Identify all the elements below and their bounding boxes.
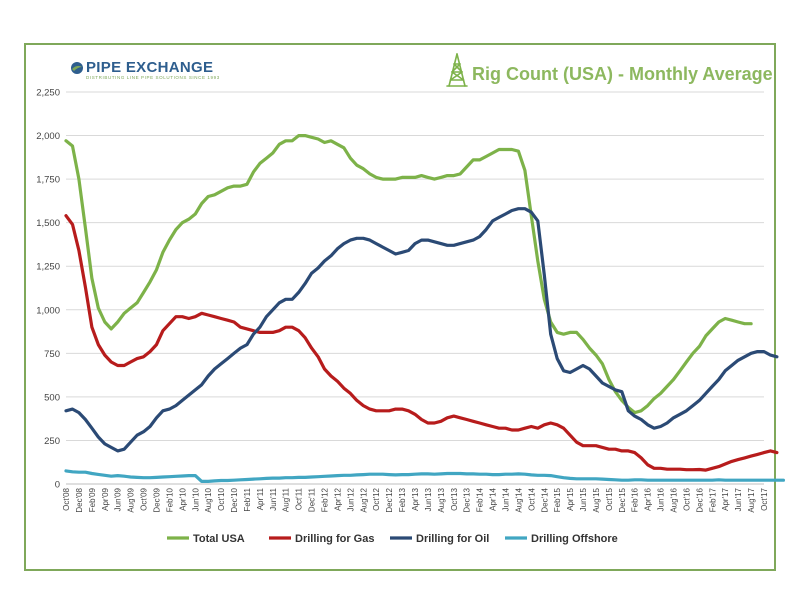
- x-tick-label: Apr'13: [411, 487, 420, 510]
- x-tick-label: Dec'12: [385, 487, 394, 512]
- x-tick-label: Oct'13: [450, 487, 459, 510]
- brand-name: PIPE EXCHANGE: [86, 59, 214, 76]
- x-tick-label: Dec'09: [152, 487, 161, 512]
- x-tick-label: Apr'14: [489, 487, 498, 510]
- x-tick-label: Dec'15: [618, 487, 627, 512]
- x-tick-label: Aug'14: [514, 487, 523, 512]
- x-tick-label: Aug'16: [670, 487, 679, 512]
- legend-item: Total USA: [167, 533, 245, 545]
- y-tick-label: 250: [44, 436, 60, 447]
- series-line-total-usa: [64, 134, 753, 415]
- x-tick-label: Oct'10: [217, 487, 226, 510]
- x-tick-label: Feb'14: [476, 487, 485, 512]
- x-tick-label: Apr'17: [721, 487, 730, 510]
- legend-label: Total USA: [193, 533, 245, 545]
- y-tick-label: 1,500: [36, 218, 60, 229]
- chart-title: Rig Count (USA) - Monthly Average: [472, 64, 773, 84]
- oil-rig-icon: [446, 53, 468, 87]
- y-axis: 0 250 500 750 1,000 1,250 1,500 1,750 2,000 2,250: [36, 88, 60, 491]
- x-tick-label: Oct'15: [605, 487, 614, 510]
- brand-logo: PIPE EXCHANGE DISTRIBUTING LINE PIPE SOL…: [70, 59, 220, 80]
- y-tick-label: 2,000: [36, 131, 60, 142]
- x-tick-label: Dec'08: [75, 487, 84, 512]
- x-tick-label: Oct'17: [760, 487, 769, 510]
- x-tick-label: Feb'17: [708, 487, 717, 512]
- x-tick-label: Feb'13: [398, 487, 407, 512]
- series-line-drilling-for-oil: [64, 207, 779, 453]
- x-tick-label: Aug'12: [359, 487, 368, 512]
- x-tick-label: Oct'16: [682, 487, 691, 510]
- x-tick-label: Oct'09: [140, 487, 149, 510]
- y-tick-label: 1,000: [36, 305, 60, 316]
- y-tick-label: 1,250: [36, 262, 60, 273]
- x-tick-label: Aug'11: [282, 487, 291, 512]
- x-tick-label: Feb'15: [553, 487, 562, 512]
- x-tick-label: Jun'15: [579, 487, 588, 511]
- x-tick-label: Jun'14: [501, 487, 510, 511]
- chart-frame: [24, 43, 776, 571]
- legend-label: Drilling for Oil: [416, 533, 489, 545]
- x-tick-label: Jun'16: [657, 487, 666, 511]
- y-tick-label: 1,750: [36, 175, 60, 186]
- x-tick-label: Jun'12: [346, 487, 355, 511]
- x-tick-label: Oct'11: [295, 487, 304, 510]
- x-tick-label: Oct'08: [62, 487, 71, 510]
- series-lines: [64, 134, 786, 483]
- series-line-drilling-for-gas: [64, 214, 779, 472]
- x-tick-label: Feb'09: [88, 487, 97, 512]
- y-tick-label: 2,250: [36, 88, 60, 99]
- x-tick-label: Feb'16: [631, 487, 640, 512]
- gridlines: [66, 91, 764, 441]
- x-tick-label: Jun'13: [424, 487, 433, 511]
- x-tick-label: Aug'10: [204, 487, 213, 512]
- x-tick-label: Apr'12: [333, 487, 342, 510]
- y-tick-label: 0: [55, 480, 60, 491]
- x-tick-label: Jun'09: [114, 487, 123, 511]
- x-tick-label: Dec'16: [695, 487, 704, 512]
- x-tick-label: Apr'16: [644, 487, 653, 510]
- series-line-drilling-offshore: [64, 469, 786, 483]
- x-tick-label: Apr'09: [101, 487, 110, 510]
- x-tick-label: Oct'14: [527, 487, 536, 510]
- legend-item: Drilling for Oil: [390, 533, 489, 545]
- brand-tagline: DISTRIBUTING LINE PIPE SOLUTIONS SINCE 1…: [86, 75, 220, 80]
- x-tick-label: Feb'11: [243, 487, 252, 511]
- x-tick-label: Jun'17: [734, 487, 743, 511]
- x-tick-label: Dec'13: [463, 487, 472, 512]
- x-tick-label: Aug'09: [127, 487, 136, 512]
- x-tick-label: Feb'12: [321, 487, 330, 512]
- legend-label: Drilling Offshore: [531, 533, 618, 545]
- x-tick-label: Aug'13: [437, 487, 446, 512]
- x-tick-label: Apr'15: [566, 487, 575, 510]
- x-tick-label: Jun'10: [191, 487, 200, 511]
- pipe-exchange-logo-icon: [71, 62, 83, 74]
- x-tick-label: Oct'12: [372, 487, 381, 510]
- x-tick-label: Dec'10: [230, 487, 239, 512]
- legend-label: Drilling for Gas: [295, 533, 374, 545]
- x-axis: Oct'08 Dec'08 Feb'09 Apr'09 Jun'09 Aug'09 Oct'…: [62, 483, 769, 513]
- legend: Total USA Drilling for Gas Drilling for Oi…: [167, 533, 618, 545]
- x-tick-label: Aug'17: [747, 487, 756, 512]
- x-tick-label: Feb'10: [165, 487, 174, 512]
- x-tick-label: Apr'11: [256, 487, 265, 510]
- x-tick-label: Apr'10: [178, 487, 187, 510]
- x-tick-label: Jun'11: [269, 487, 278, 510]
- y-tick-label: 750: [44, 349, 60, 360]
- x-tick-label: Aug'15: [592, 487, 601, 512]
- x-tick-label: Dec'14: [540, 487, 549, 512]
- legend-item: Drilling Offshore: [505, 533, 618, 545]
- y-tick-label: 500: [44, 392, 60, 403]
- x-tick-label: Dec'11: [308, 487, 317, 512]
- legend-item: Drilling for Gas: [269, 533, 374, 545]
